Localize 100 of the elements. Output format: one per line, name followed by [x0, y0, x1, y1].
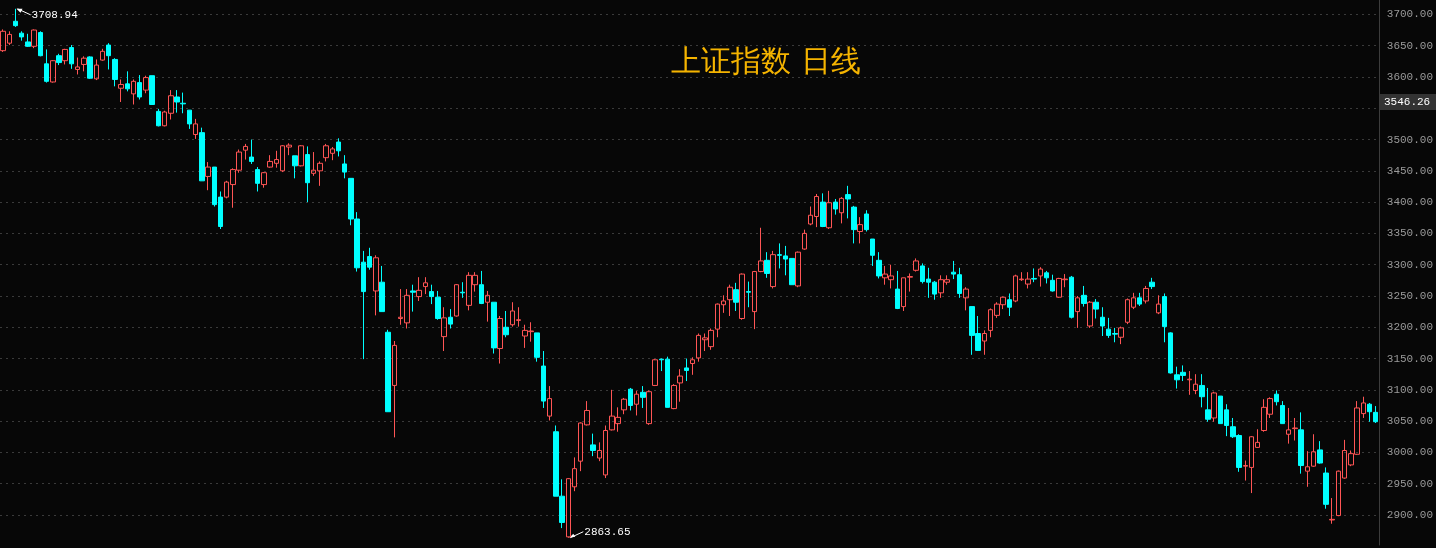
- candlestick: [1007, 292, 1012, 317]
- candlestick: [379, 265, 385, 313]
- candlestick: [795, 251, 801, 288]
- annotation: 3708.94: [31, 8, 79, 21]
- candlestick: [429, 284, 434, 305]
- candlestick: [634, 390, 639, 416]
- candlestick: [131, 78, 136, 105]
- y-tick-label: 3150.00: [1386, 352, 1434, 365]
- candlestick: [56, 53, 62, 66]
- candlestick: [1038, 266, 1043, 288]
- candlestick: [180, 92, 186, 114]
- candlestick: [746, 281, 751, 308]
- candlestick: [423, 276, 428, 295]
- candlestick: [305, 145, 310, 203]
- candlestick: [1199, 373, 1205, 408]
- candlestick: [833, 198, 838, 216]
- candlestick: [1205, 387, 1211, 423]
- candlestick: [1137, 292, 1142, 307]
- candlestick: [106, 42, 111, 70]
- candlestick: [50, 59, 56, 84]
- candlestick: [864, 209, 869, 233]
- annotation: 2863.65: [584, 525, 631, 538]
- candlestick: [100, 48, 105, 62]
- candlestick: [503, 310, 509, 338]
- y-tick-label: 3200.00: [1386, 321, 1434, 334]
- candlestick: [628, 387, 633, 411]
- y-tick-label: 3500.00: [1386, 133, 1434, 146]
- candlestick: [460, 281, 465, 299]
- y-tick-label: 3650.00: [1386, 39, 1434, 52]
- candlestick: [1193, 373, 1198, 395]
- candlestick: [671, 383, 677, 410]
- y-tick-label: 2950.00: [1386, 477, 1434, 490]
- candlestick: [733, 282, 739, 312]
- candlestick: [839, 196, 844, 224]
- candlestick: [1050, 274, 1055, 293]
- candlestick: [448, 308, 453, 329]
- candlestick: [416, 276, 422, 302]
- candlestick: [1329, 497, 1335, 525]
- candlestick: [497, 315, 503, 365]
- candlestick: [684, 358, 689, 382]
- candlestick: [69, 44, 74, 70]
- candlestick: [336, 137, 341, 157]
- y-tick-label: 3600.00: [1386, 70, 1434, 83]
- candlestick: [25, 33, 31, 48]
- candlestick: [1292, 417, 1298, 442]
- candlestick: [187, 109, 192, 130]
- candlestick: [44, 48, 49, 84]
- candlestick: [646, 389, 652, 426]
- candlestick: [1081, 285, 1087, 308]
- candlestick: [1323, 466, 1329, 510]
- candlestick: [1162, 292, 1167, 343]
- candlestick: [87, 55, 93, 80]
- candlestick: [485, 290, 490, 323]
- candlestick: [149, 75, 155, 105]
- candlestick: [1100, 306, 1105, 337]
- candlestick: [1373, 405, 1378, 424]
- candlestick: [1156, 294, 1161, 315]
- candlestick: [491, 301, 497, 355]
- y-tick-label: 3100.00: [1386, 383, 1434, 396]
- candlestick: [677, 368, 683, 403]
- candlestick: [454, 283, 459, 318]
- candlestick: [820, 192, 826, 228]
- candlestick: [1187, 370, 1192, 396]
- candlestick: [963, 286, 969, 311]
- candlestick: [764, 251, 770, 279]
- candlestick: [156, 108, 161, 127]
- candlestick: [292, 155, 298, 179]
- candlestick: [392, 340, 397, 438]
- candlestick: [193, 118, 198, 140]
- candlestick: [876, 251, 882, 279]
- candlestick: [727, 284, 733, 317]
- candlestick: [1093, 298, 1099, 319]
- candlestick: [261, 171, 267, 189]
- candlestick: [541, 350, 546, 409]
- candlestick: [690, 356, 695, 376]
- candlestick: [851, 205, 857, 244]
- candlestick: [255, 166, 260, 192]
- candlestick: [112, 57, 118, 87]
- candlestick: [1317, 440, 1323, 465]
- candlestick: [1044, 270, 1049, 284]
- candlestick: [895, 270, 900, 310]
- candlestick: [1168, 331, 1173, 375]
- candlestick: [435, 290, 441, 321]
- candlestick: [342, 154, 347, 179]
- candlestick: [547, 385, 552, 421]
- candlestick: [1298, 411, 1304, 475]
- text: 3546.26: [1384, 96, 1431, 108]
- candlestick: [1280, 400, 1285, 425]
- y-tick-label: 3250.00: [1386, 289, 1434, 302]
- candlestick: [205, 161, 211, 191]
- y-tick-label: 3700.00: [1386, 8, 1434, 21]
- candlestick: [385, 329, 391, 413]
- candlestick: [845, 185, 851, 219]
- candlestick: [38, 30, 43, 57]
- candlestick: [125, 70, 130, 92]
- candlestick: [75, 57, 80, 75]
- candlestick: [739, 272, 745, 321]
- candlestick: [1211, 391, 1217, 423]
- candlestick: [298, 144, 304, 167]
- candlestick: [770, 250, 776, 289]
